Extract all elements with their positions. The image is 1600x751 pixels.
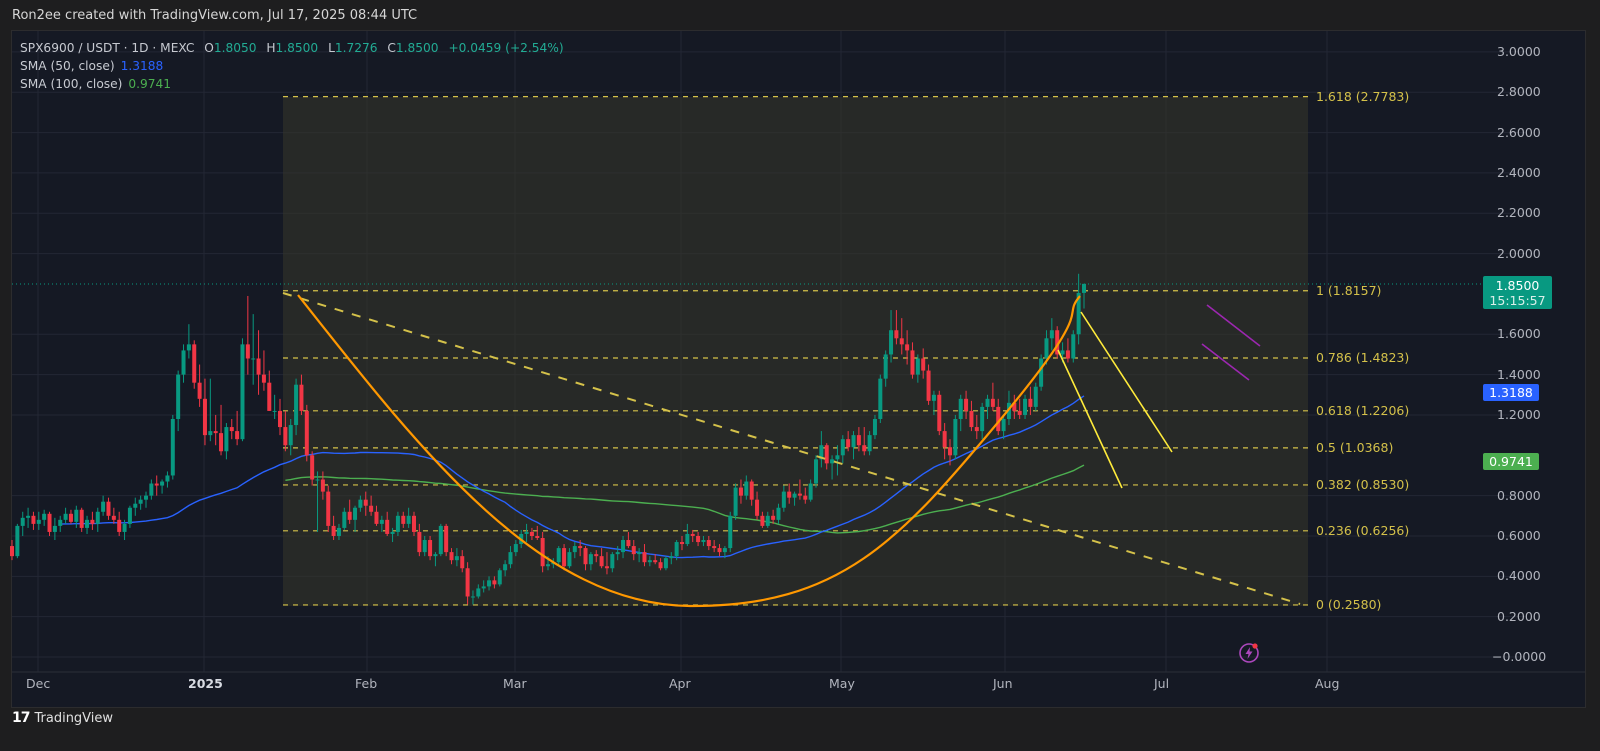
time-tick: Mar xyxy=(503,676,527,691)
fib-level-label: 0.5 (1.0368) xyxy=(1316,439,1394,455)
ohlc-row: SPX6900 / USDT · 1D · MEXC O1.8050 H1.85… xyxy=(20,41,564,55)
tradingview-logo[interactable]: 17 TradingView xyxy=(12,710,114,726)
fib-extension-zone xyxy=(283,97,1308,606)
fib-level-label: 0 (0.2580) xyxy=(1316,596,1382,612)
sma50-legend-row[interactable]: SMA (50, close) 1.3188 xyxy=(20,59,164,73)
fib-level-label: 1 (1.8157) xyxy=(1316,282,1382,298)
fib-level-label: 0.382 (0.8530) xyxy=(1316,476,1410,492)
low-value: 1.7276 xyxy=(334,41,378,55)
sma100-price-tag: 0.9741 xyxy=(1483,453,1539,470)
time-tick: 2025 xyxy=(188,676,223,691)
time-tick: Aug xyxy=(1315,676,1340,691)
fib-level-label: 0.786 (1.4823) xyxy=(1316,350,1410,366)
price-tick: −0.0000 xyxy=(1492,649,1547,664)
fib-level-label: 0.618 (1.2206) xyxy=(1316,402,1410,418)
flag-upper-line xyxy=(1080,311,1173,453)
fib-level-lines xyxy=(283,96,1308,606)
open-value: 1.8050 xyxy=(213,41,257,55)
flag-lower-line xyxy=(1057,349,1123,489)
sma100-legend-row[interactable]: SMA (100, close) 0.9741 xyxy=(20,77,172,91)
price-tick: 0.6000 xyxy=(1497,527,1541,543)
candlesticks xyxy=(10,273,1086,605)
close-value: 1.8500 xyxy=(395,41,439,55)
fib-level-label: 1.618 (2.7783) xyxy=(1316,88,1410,104)
price-tick: 0.2000 xyxy=(1497,608,1541,624)
time-tick: Dec xyxy=(26,676,51,691)
tradingview-mark-icon: 17 xyxy=(12,710,31,726)
symbol-title[interactable]: SPX6900 / USDT · 1D · MEXC xyxy=(20,41,195,55)
price-tick: 2.6000 xyxy=(1497,124,1541,140)
sma-50-line xyxy=(60,395,1085,559)
price-tick: 0.8000 xyxy=(1497,487,1541,503)
last-price-tag: 1.8500 15:15:57 xyxy=(1483,276,1552,309)
sma100-value: 0.9741 xyxy=(128,77,172,91)
price-tick: 0.4000 xyxy=(1497,568,1541,584)
sma50-price-tag: 1.3188 xyxy=(1483,384,1539,401)
price-tick: 1.2000 xyxy=(1497,406,1541,422)
price-tick: 2.2000 xyxy=(1497,205,1541,221)
high-value: 1.8500 xyxy=(275,41,319,55)
price-tick: 1.6000 xyxy=(1497,326,1541,342)
cup-arc xyxy=(297,294,1081,608)
time-tick: Jul xyxy=(1154,676,1170,691)
time-tick: May xyxy=(829,676,855,691)
bar-countdown: 15:15:57 xyxy=(1489,293,1546,308)
time-tick: Apr xyxy=(669,676,691,691)
sma50-value: 1.3188 xyxy=(120,59,164,73)
price-tick: 2.4000 xyxy=(1497,164,1541,180)
chart-legend: SPX6900 / USDT · 1D · MEXC O1.8050 H1.85… xyxy=(20,39,564,93)
channel-upper-line xyxy=(1206,304,1261,347)
descending-trendline xyxy=(282,292,1301,605)
price-tick: 1.4000 xyxy=(1497,366,1541,382)
price-tick: 2.8000 xyxy=(1497,84,1541,100)
channel-lower-line xyxy=(1201,343,1250,381)
lightning-event-icon[interactable] xyxy=(1238,642,1260,664)
change-value: +0.0459 (+2.54%) xyxy=(448,41,564,55)
sma-100-line xyxy=(285,464,1085,534)
chart-credit: Ron2ee created with TradingView.com, Jul… xyxy=(12,8,418,23)
price-tick: 3.0000 xyxy=(1497,43,1541,59)
price-tick: 2.0000 xyxy=(1497,245,1541,261)
time-tick: Jun xyxy=(993,676,1013,691)
fib-level-label: 0.236 (0.6256) xyxy=(1316,522,1410,538)
time-tick: Feb xyxy=(355,676,378,691)
